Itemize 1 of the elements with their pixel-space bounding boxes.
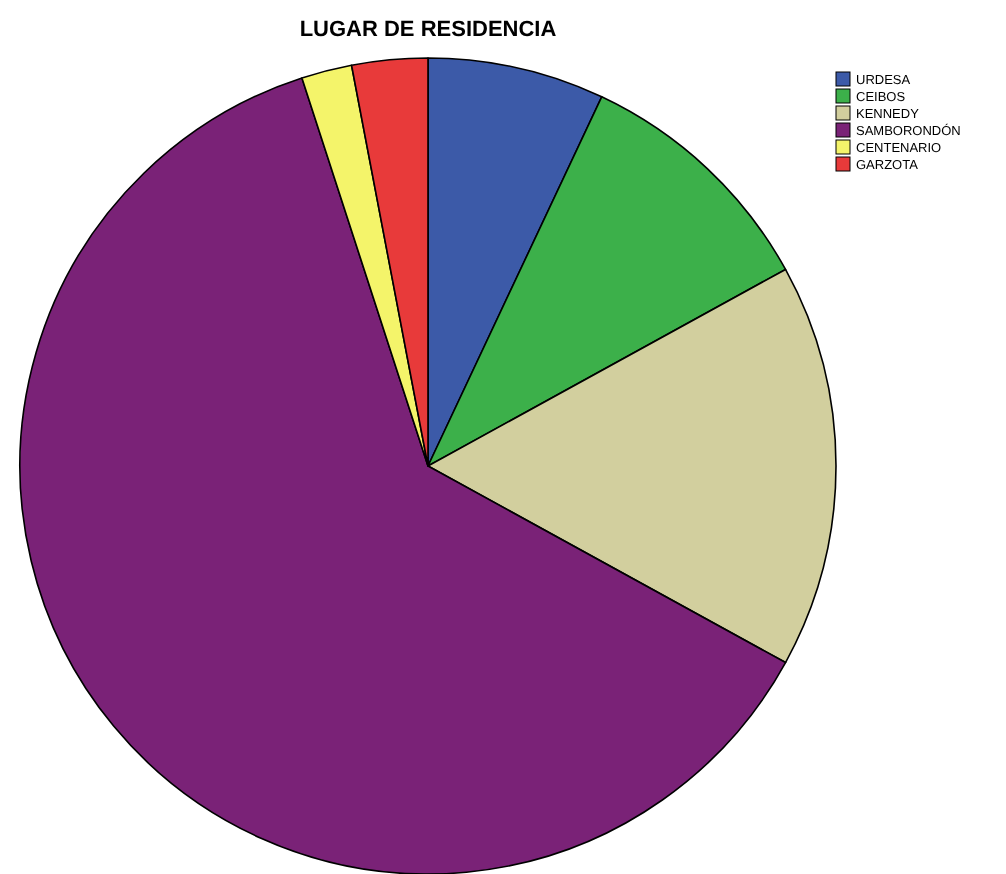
chart-title: LUGAR DE RESIDENCIA <box>299 18 557 42</box>
